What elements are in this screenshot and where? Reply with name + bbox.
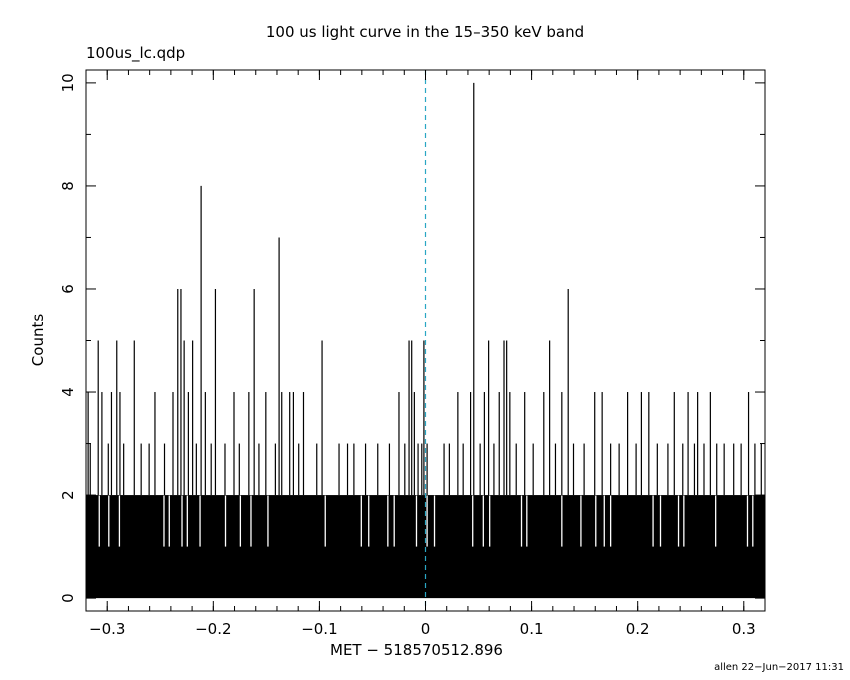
x-tick-label: −0.3 [89,620,125,638]
x-tick-label: 0 [421,620,431,638]
dropout-gaps [98,495,754,547]
y-tick-label: 8 [59,181,77,191]
chart-title: 100 us light curve in the 15–350 keV ban… [265,23,585,41]
x-tick-label: 0.2 [626,620,650,638]
y-tick-label: 4 [59,387,77,397]
x-tick-label: −0.1 [301,620,337,638]
y-tick-label: 2 [59,490,77,500]
footer-label: allen 22−Jun−2017 11:31 [714,662,844,673]
y-tick-label: 0 [59,593,77,603]
x-tick-label: 0.3 [732,620,756,638]
y-tick-label: 6 [59,284,77,294]
x-tick-label: 0.1 [520,620,544,638]
y-tick-label: 10 [59,73,77,92]
x-axis-label: MET − 518570512.896 [330,641,503,659]
x-tick-label: −0.2 [195,620,231,638]
file-label: 100us_lc.qdp [86,44,186,62]
axis-ticks: −0.3 −0.2 −0.1 0 0.1 0.2 0.3 0 2 4 6 8 10 [59,70,765,638]
